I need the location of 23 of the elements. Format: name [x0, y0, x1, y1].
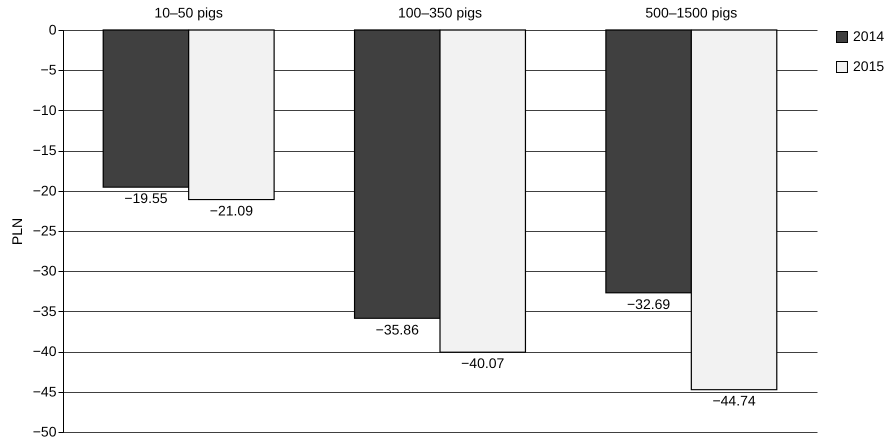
legend-label: 2014 [853, 28, 884, 44]
x-tick-label: 10–50 pigs [154, 4, 223, 20]
data-label: −44.74 [712, 392, 756, 409]
y-tick-label: −10 [32, 102, 57, 118]
y-tick-label: −5 [40, 62, 57, 78]
y-tick-label: −20 [32, 182, 57, 198]
y-tick-label: −30 [32, 262, 57, 279]
legend-label: 2015 [853, 58, 884, 74]
data-label: −40.07 [461, 355, 505, 372]
data-label: −32.69 [626, 296, 670, 312]
x-tick-label: 500–1500 pigs [645, 4, 738, 20]
data-label: −19.55 [124, 190, 168, 206]
data-label: −21.09 [210, 202, 254, 219]
y-tick-label: −45 [32, 383, 57, 400]
data-label: −35.86 [376, 321, 420, 338]
x-tick-label: 100–350 pigs [398, 4, 482, 20]
y-tick-label: −25 [32, 222, 57, 238]
y-tick-label: −15 [32, 142, 57, 158]
y-axis-title: PLN [8, 218, 25, 246]
y-tick-label: −40 [32, 343, 57, 360]
y-tick-label: 0 [48, 22, 57, 38]
y-tick-label: −50 [32, 424, 57, 440]
y-tick-label: −35 [32, 302, 57, 319]
